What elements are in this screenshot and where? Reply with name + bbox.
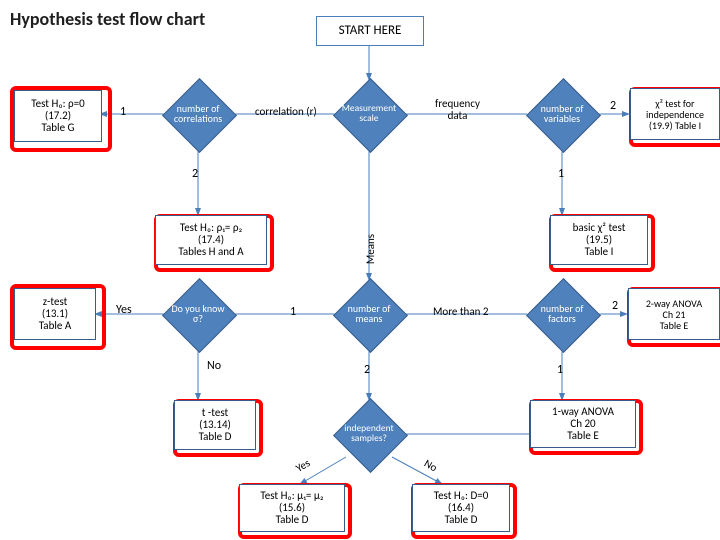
decision-nfact: number of factors — [526, 278, 598, 350]
term-chibasic: basic χ² test (19.5) Table I — [550, 215, 648, 265]
label-no2: No — [422, 458, 439, 475]
label-one4: 1 — [557, 364, 563, 377]
label-r2_2: 2 — [192, 168, 198, 181]
term-anova1: 1-way ANOVA Ch 20 Table E — [530, 400, 636, 448]
term-ztest: z-test (13.1) Table A — [14, 288, 96, 340]
term-d0: Test H₀: D=0 (16.4) Table D — [412, 484, 510, 532]
label-two3: 2 — [612, 300, 618, 313]
term-ttest: t -test (13.14) Table D — [174, 400, 256, 450]
term-rho0: Test H₀: ρ=0 (17.2) Table G — [14, 90, 102, 142]
term-anova2: 2-way ANOVA Ch 21 Table E — [628, 288, 720, 340]
label-r2_1: 1 — [558, 168, 564, 181]
label-one3: 1 — [290, 306, 296, 319]
decision-indep: independent samples? — [333, 398, 405, 470]
label-yes2: Yes — [294, 457, 312, 475]
label-no: No — [207, 360, 221, 373]
page-title: Hypothesis test flow chart — [10, 8, 205, 30]
decision-nmeans: number of means — [333, 278, 405, 350]
label-corr: correlation (r) — [255, 106, 317, 118]
label-freq: frequency data — [435, 98, 480, 122]
decision-nvar: number of variables — [526, 78, 598, 150]
label-two2: 2 — [610, 100, 616, 113]
label-more2: More than 2 — [433, 306, 488, 318]
decision-know: Do you know σ? — [162, 278, 234, 350]
label-means: Means — [365, 234, 377, 264]
decision-mscale: Measurement scale — [333, 78, 405, 150]
term-rho12: Test H₀: ρ₁= ρ₂ (17.4) Tables H and A — [155, 215, 267, 265]
start-box: START HERE — [316, 16, 424, 46]
term-mu12: Test H₀: μ₁= μ₂ (15.6) Table D — [239, 484, 345, 532]
term-chind: χ² test for independence (19.9) Table I — [630, 88, 720, 140]
label-yes: Yes — [116, 304, 132, 317]
decision-ncorr: number of correlations — [162, 78, 234, 150]
label-two4: 2 — [364, 364, 370, 377]
label-one1: 1 — [120, 106, 126, 119]
